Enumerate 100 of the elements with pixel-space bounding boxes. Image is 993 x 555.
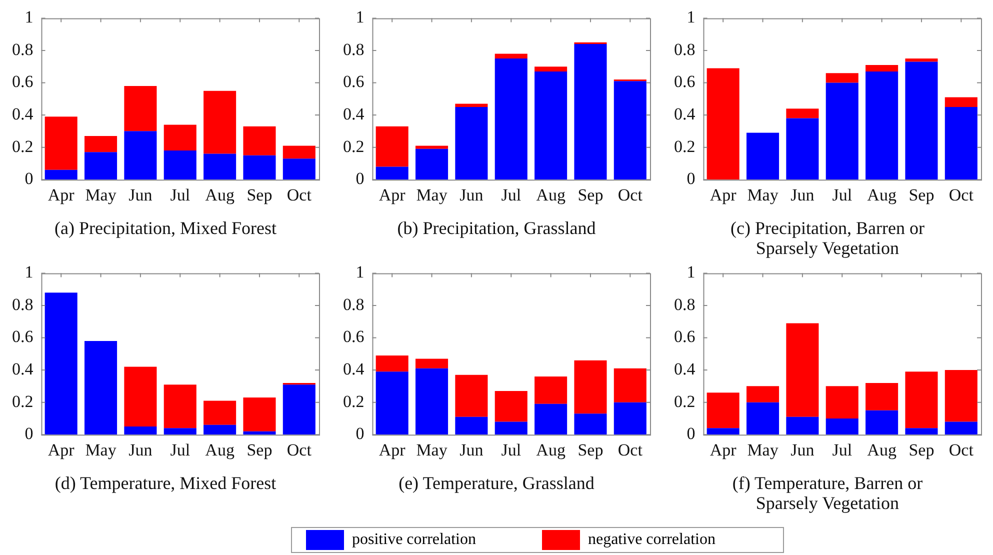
bar (944, 422, 978, 435)
bar (416, 148, 448, 180)
bar (534, 404, 568, 435)
bar (455, 374, 488, 417)
bar (416, 358, 448, 368)
bar (84, 136, 118, 152)
bar (786, 108, 819, 118)
x-tick-label: May (416, 185, 448, 204)
x-tick-label: Oct (618, 185, 643, 204)
bar (905, 62, 938, 180)
bar (494, 54, 528, 59)
y-tick-label: 0.8 (343, 40, 364, 59)
bar (826, 82, 858, 180)
bar (706, 68, 740, 180)
y-tick-label: 0.8 (343, 294, 364, 314)
bar (243, 397, 276, 432)
bar (164, 428, 196, 435)
x-tick-label: May (85, 440, 117, 460)
bar (44, 170, 78, 180)
y-tick-label: 1 (24, 262, 34, 282)
bar (164, 384, 196, 428)
bar (416, 368, 448, 435)
legend-label: negative correlation (588, 531, 716, 549)
y-tick-label: 0.6 (12, 327, 34, 346)
x-tick-label: Oct (286, 440, 312, 460)
y-tick-label: 1 (356, 262, 364, 282)
y-tick-label: 0 (686, 424, 696, 444)
bar (204, 154, 236, 180)
y-tick-label: 0.4 (674, 360, 696, 379)
bar (574, 44, 607, 180)
bar (786, 118, 819, 180)
bar (84, 152, 118, 180)
y-tick-label: 0.8 (674, 294, 696, 314)
y-tick-label: 0.4 (343, 360, 365, 379)
bar (44, 116, 78, 170)
bar (164, 150, 196, 180)
y-tick-label: 0.4 (12, 104, 34, 124)
x-tick-label: May (416, 440, 448, 460)
x-tick-label: Jul (501, 185, 522, 204)
y-tick-label: 0.2 (12, 392, 34, 411)
y-tick-label: 0 (686, 169, 696, 188)
x-tick-label: Jul (832, 185, 852, 204)
x-tick-label: Aug (536, 440, 566, 460)
x-tick-label: Oct (286, 185, 312, 204)
y-tick-label: 0.8 (674, 40, 696, 59)
x-tick-label: May (85, 185, 117, 204)
text: (b) Precipitation, Grassland (396, 218, 597, 238)
bar (376, 372, 408, 435)
bar (826, 73, 858, 83)
bar (746, 402, 780, 435)
bar (455, 416, 488, 435)
bar (243, 431, 276, 435)
text: (c) Precipitation, Barren or Sparsely Vegetation (730, 218, 926, 258)
x-tick-label: Sep (578, 185, 604, 204)
x-tick-label: Aug (536, 185, 566, 204)
y-tick-label: 0.2 (674, 392, 696, 411)
x-tick-label: Apr (710, 185, 737, 204)
text: (e) Temperature, Grassland (398, 473, 596, 493)
bar (204, 400, 236, 425)
bar (124, 366, 157, 427)
bar (416, 146, 448, 149)
x-tick-label: Jun (128, 185, 153, 204)
bar (376, 166, 408, 180)
y-tick-label: 0.2 (12, 136, 34, 156)
x-tick-label: Jun (790, 185, 815, 204)
bar (905, 372, 938, 428)
y-tick-label: 1 (356, 8, 364, 27)
x-tick-label: Jun (460, 185, 484, 204)
bar (534, 376, 568, 404)
x-tick-label: Jul (170, 440, 190, 460)
y-tick-label: 0.2 (343, 392, 364, 411)
bar (164, 124, 196, 151)
text: (f) Temperature, Barren or Sparsely Vegetation (731, 473, 924, 513)
y-tick-label: 0.8 (12, 40, 34, 59)
bar (455, 104, 488, 107)
bar (243, 126, 276, 156)
bar (84, 340, 118, 435)
x-tick-label: Jul (832, 440, 852, 460)
y-tick-label: 0.6 (12, 72, 34, 92)
bar (944, 97, 978, 107)
bar (534, 66, 568, 72)
bar (243, 155, 276, 180)
bar (282, 158, 316, 180)
bar (376, 356, 408, 372)
bar (44, 292, 78, 435)
x-tick-label: Apr (48, 440, 75, 460)
x-tick-label: Sep (246, 440, 272, 460)
x-tick-label: May (747, 185, 779, 204)
y-tick-label: 0.2 (343, 136, 364, 156)
bar (614, 402, 646, 435)
bar (944, 106, 978, 180)
text: (a) Precipitation, Mixed Forest (54, 218, 278, 238)
bar (574, 414, 607, 435)
x-tick-label: Sep (908, 185, 934, 204)
y-tick-label: 1 (24, 8, 34, 27)
x-tick-label: May (747, 440, 779, 460)
bar (124, 131, 157, 180)
bar (786, 416, 819, 435)
x-tick-label: Jun (128, 440, 153, 460)
bar (866, 410, 898, 435)
